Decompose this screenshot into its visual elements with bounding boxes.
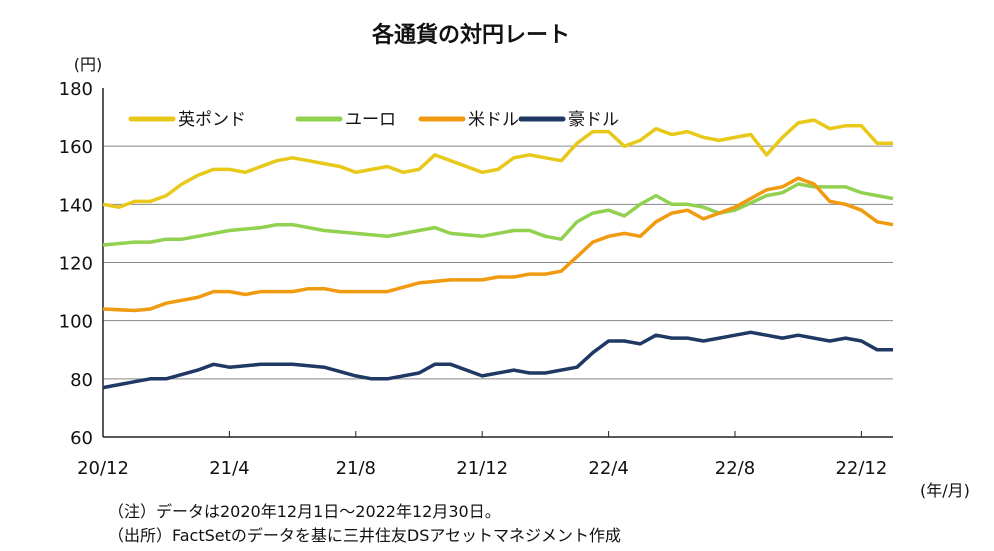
x-tick-label: 21/12 <box>456 458 508 479</box>
y-tick-label: 160 <box>59 137 93 158</box>
series-line-2 <box>102 176 894 313</box>
y-tick-label: 120 <box>59 254 93 275</box>
legend-label: 米ドル <box>468 110 519 130</box>
x-axis-label: (年/月) <box>920 481 970 500</box>
y-tick-label: 180 <box>59 79 93 100</box>
series-line-0 <box>102 118 893 209</box>
chart-title: 各通貨の対円レート <box>371 22 570 48</box>
series-line-3 <box>102 330 893 390</box>
legend-label: ユーロ <box>345 110 396 130</box>
legend-label: 英ポンド <box>178 110 246 130</box>
series-line-1 <box>102 182 894 247</box>
x-tick-label: 21/8 <box>336 458 376 479</box>
x-tick-label: 21/4 <box>209 458 249 479</box>
y-tick-label: 140 <box>59 195 93 216</box>
y-tick-label: 80 <box>70 370 93 391</box>
x-tick-label: 22/4 <box>588 458 628 479</box>
x-tick-label: 22/8 <box>715 458 755 479</box>
footnote: （注）データは2020年12月1日～2022年12月30日。 <box>108 502 501 521</box>
x-tick-label: 20/12 <box>77 458 129 479</box>
legend-label: 豪ドル <box>568 109 619 130</box>
y-axis-label: (円) <box>74 55 103 74</box>
source-note: （出所）FactSetのデータを基に三井住友DSアセットマネジメント作成 <box>108 526 622 545</box>
x-tick-label: 22/12 <box>835 458 887 479</box>
y-tick-label: 60 <box>70 428 93 449</box>
y-tick-label: 100 <box>59 312 93 333</box>
